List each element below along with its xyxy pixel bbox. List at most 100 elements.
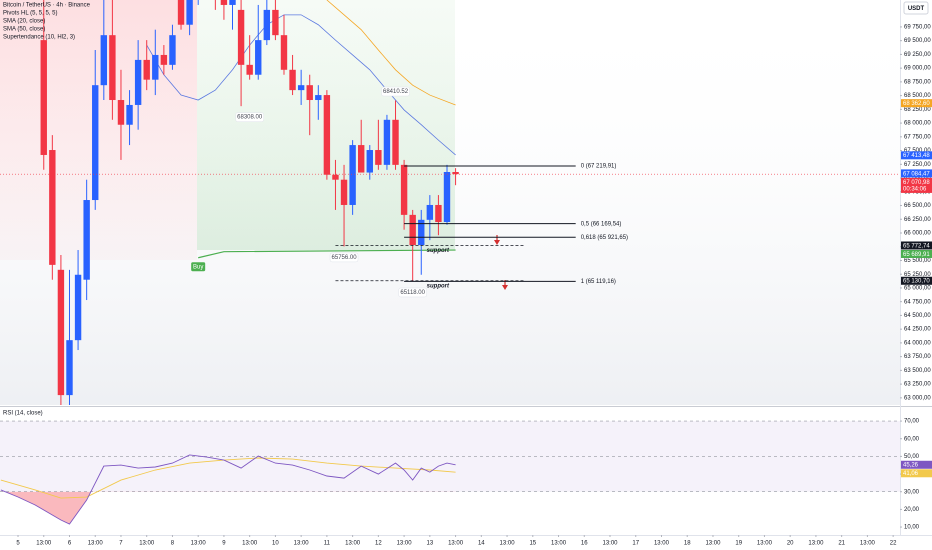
x-tick-label: 13:00 bbox=[88, 541, 104, 547]
candle-body bbox=[92, 85, 99, 201]
y-tick-label: 63 500,00 bbox=[904, 368, 931, 374]
axis-value-box bbox=[901, 177, 932, 193]
candle-body bbox=[117, 100, 125, 125]
x-tick-label: 11 bbox=[324, 541, 331, 547]
x-tick-label: 13:00 bbox=[345, 541, 361, 547]
x-tick-label: 15 bbox=[529, 541, 536, 547]
y-tick-label: 69 750,00 bbox=[904, 25, 931, 31]
x-tick-label: 10 bbox=[272, 541, 279, 547]
x-tick-label: 6 bbox=[68, 541, 72, 547]
pivot-label: 68308.00 bbox=[237, 115, 263, 121]
axis-value-label: 67 413,48 bbox=[903, 153, 930, 159]
x-tick-label: 22 bbox=[890, 541, 897, 547]
axis-value-label: 65 772,74 bbox=[903, 243, 930, 249]
candle-body bbox=[169, 35, 176, 65]
y-tick-label: 69 250,00 bbox=[904, 52, 931, 58]
x-tick-label: 12 bbox=[375, 541, 382, 547]
legend: Bitcoin / TetherUS · 4h · Binance Pivots … bbox=[3, 3, 91, 417]
candle-body bbox=[40, 40, 47, 155]
y-tick-label: 63 000,00 bbox=[904, 395, 931, 401]
x-tick-label: 19 bbox=[735, 541, 742, 547]
candle-body bbox=[392, 119, 399, 165]
candle-body bbox=[435, 204, 442, 223]
axis-value-label: 41,06 bbox=[903, 471, 919, 477]
legend-title: Bitcoin / TetherUS · 4h · Binance bbox=[3, 3, 91, 9]
pivot-label: 65756.00 bbox=[332, 255, 358, 261]
axis-value-label: 65 689,91 bbox=[903, 252, 930, 258]
downtrend-fill bbox=[0, 0, 197, 260]
support-label: support bbox=[427, 248, 450, 254]
y-tick-label: 60,00 bbox=[904, 436, 920, 442]
x-tick-label: 13:00 bbox=[603, 541, 619, 547]
candle-body bbox=[426, 204, 434, 220]
axis-countdown: 00:34:06 bbox=[903, 186, 927, 192]
candle-body bbox=[263, 9, 271, 41]
pane-title: RSI (14, close) bbox=[3, 411, 43, 417]
currency: USDT bbox=[908, 6, 925, 12]
y-tick-label: 66 500,00 bbox=[904, 203, 931, 209]
x-tick-label: 16 bbox=[581, 541, 588, 547]
axis-value-label: 65 130,70 bbox=[903, 279, 930, 285]
y-tick-label: 63 750,00 bbox=[904, 354, 931, 360]
candle-body bbox=[246, 64, 253, 75]
axis-value-box bbox=[901, 241, 932, 250]
signal-label: Buy bbox=[193, 264, 203, 270]
pivot-box bbox=[398, 287, 427, 298]
y-tick-label: 66 000,00 bbox=[904, 231, 931, 237]
currency-box bbox=[903, 1, 929, 15]
fib-label: 1 (65 119,16) bbox=[581, 279, 616, 285]
candle-body bbox=[400, 164, 408, 215]
legend-item: SMA (20, close) bbox=[3, 19, 45, 25]
sell-arrow bbox=[494, 235, 500, 245]
pivot-label: 65118.00 bbox=[400, 290, 425, 296]
axis-value-box bbox=[901, 469, 932, 478]
axis-value-box bbox=[901, 151, 932, 160]
candle-body bbox=[306, 85, 313, 101]
x-tick-label: 13:00 bbox=[500, 541, 516, 547]
rsi-line bbox=[0, 454, 456, 525]
fib-label: 0,618 (65 921,65) bbox=[581, 235, 628, 241]
support-label: support bbox=[427, 283, 450, 289]
y-tick-label: 68 500,00 bbox=[904, 93, 931, 99]
candle-body bbox=[332, 174, 339, 180]
y-tick-label: 64 250,00 bbox=[904, 327, 931, 333]
candle-body bbox=[272, 9, 279, 36]
candle-body bbox=[160, 54, 168, 65]
x-tick-label: 13:00 bbox=[294, 541, 310, 547]
x-tick-label: 13:00 bbox=[551, 541, 567, 547]
x-tick-label: 13:00 bbox=[191, 541, 207, 547]
pivot-box bbox=[329, 252, 359, 263]
axis-value-label: 67 084,47 bbox=[903, 171, 930, 177]
y-tick-label: 65 500,00 bbox=[904, 258, 931, 264]
pivot-label: 68410.52 bbox=[383, 89, 409, 95]
axis-value-box bbox=[901, 99, 932, 108]
x-tick-label: 17 bbox=[632, 541, 639, 547]
candle-body bbox=[375, 150, 382, 165]
y-tick-label: 68 250,00 bbox=[904, 107, 931, 113]
x-tick-label: 14 bbox=[478, 541, 485, 547]
y-tick-label: 10,00 bbox=[904, 525, 920, 531]
x-tick-label: 13:00 bbox=[705, 541, 721, 547]
pivot-box bbox=[235, 112, 264, 122]
y-tick-label: 67 500,00 bbox=[904, 148, 931, 154]
y-tick-label: 67 750,00 bbox=[904, 134, 931, 140]
y-tick-label: 69 000,00 bbox=[904, 66, 931, 72]
candle-body bbox=[100, 35, 108, 86]
candle-body bbox=[297, 85, 305, 91]
candle-body bbox=[229, 0, 236, 5]
overlay: 0 (67 219,91) 0,5 (66 169,54) 0,618 (65 92… bbox=[191, 86, 628, 298]
candle-body bbox=[74, 274, 82, 341]
x-tick-label: 13:00 bbox=[36, 541, 52, 547]
candle-body bbox=[83, 200, 90, 280]
candle-body bbox=[315, 95, 322, 101]
candle-body bbox=[220, 0, 228, 5]
axis-value-label: 45,26 bbox=[903, 463, 919, 469]
x-tick-label: 13:00 bbox=[397, 541, 413, 547]
axis-value-box bbox=[901, 460, 932, 469]
x-tick-label: 13:00 bbox=[808, 541, 824, 547]
x-tick-label: 13:00 bbox=[654, 541, 670, 547]
x-tick-label: 13:00 bbox=[139, 541, 155, 547]
x-tick-label: 13:00 bbox=[448, 541, 464, 547]
candle-body bbox=[57, 269, 65, 396]
candle-body bbox=[186, 0, 193, 25]
